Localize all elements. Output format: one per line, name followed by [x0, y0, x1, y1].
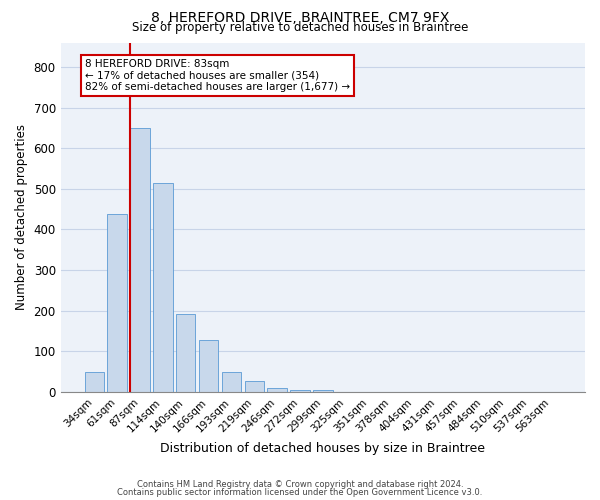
- Bar: [290, 390, 310, 392]
- Bar: [85, 372, 104, 392]
- Text: 8, HEREFORD DRIVE, BRAINTREE, CM7 9FX: 8, HEREFORD DRIVE, BRAINTREE, CM7 9FX: [151, 11, 449, 25]
- Bar: [221, 372, 241, 392]
- Bar: [268, 388, 287, 392]
- X-axis label: Distribution of detached houses by size in Braintree: Distribution of detached houses by size …: [160, 442, 485, 455]
- Bar: [199, 340, 218, 392]
- Bar: [176, 314, 196, 392]
- Bar: [153, 182, 173, 392]
- Bar: [107, 214, 127, 392]
- Text: Contains HM Land Registry data © Crown copyright and database right 2024.: Contains HM Land Registry data © Crown c…: [137, 480, 463, 489]
- Y-axis label: Number of detached properties: Number of detached properties: [15, 124, 28, 310]
- Bar: [245, 380, 264, 392]
- Bar: [130, 128, 149, 392]
- Bar: [313, 390, 332, 392]
- Text: 8 HEREFORD DRIVE: 83sqm
← 17% of detached houses are smaller (354)
82% of semi-d: 8 HEREFORD DRIVE: 83sqm ← 17% of detache…: [85, 59, 350, 92]
- Text: Size of property relative to detached houses in Braintree: Size of property relative to detached ho…: [132, 22, 468, 35]
- Text: Contains public sector information licensed under the Open Government Licence v3: Contains public sector information licen…: [118, 488, 482, 497]
